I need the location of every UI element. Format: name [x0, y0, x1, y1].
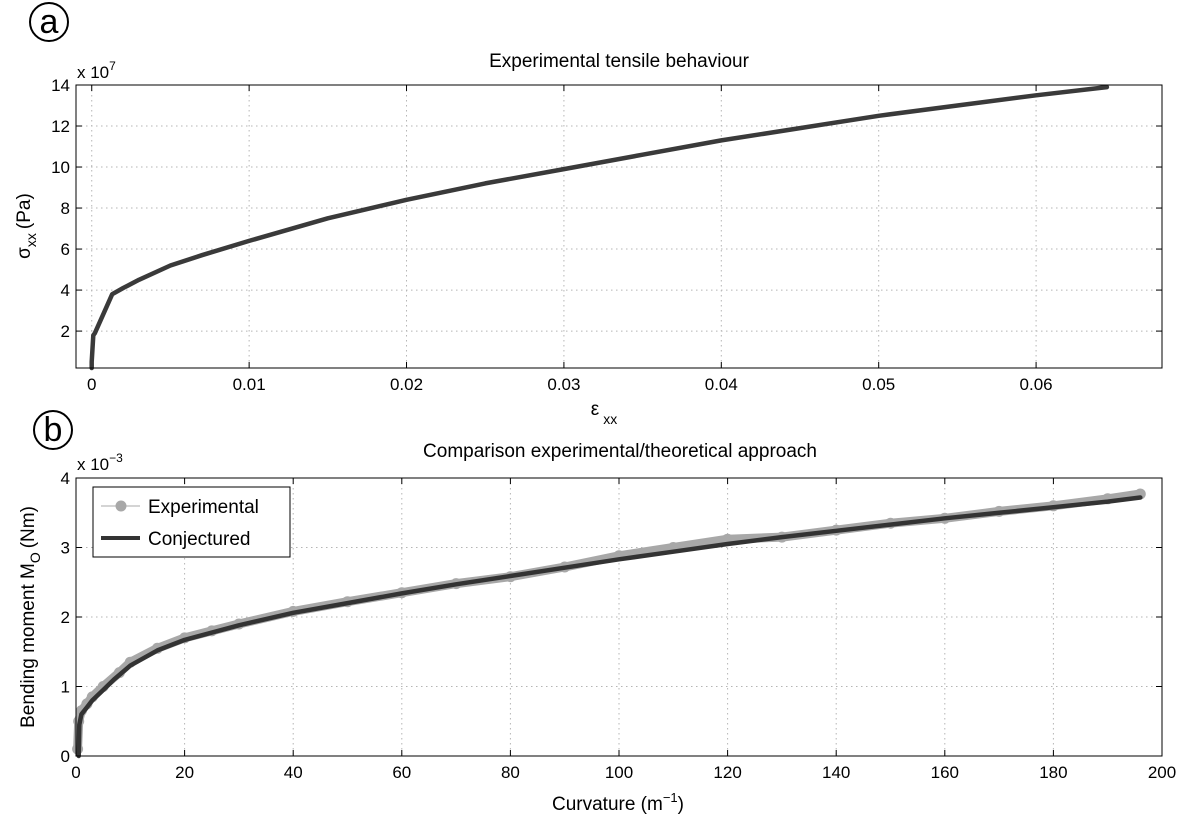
- chart-b-xtick-label: 140: [822, 763, 850, 782]
- chart-b-y-multiplier: x 10−3: [77, 451, 123, 474]
- panel-b-letter: b: [44, 411, 63, 449]
- panel-a-letter: a: [40, 3, 59, 41]
- chart-a-ytick-label: 12: [51, 117, 70, 136]
- chart-a-frame: [75, 84, 1163, 369]
- chart-b-xtick-label: 160: [931, 763, 959, 782]
- legend-experimental-marker: [115, 500, 127, 512]
- chart-b-ticks: 0 20 40 60 80 100 120 140 160 180 200 0 1 2 3 4: [61, 469, 1177, 782]
- chart-a-ytick-label: 6: [61, 240, 70, 259]
- chart-a-ytick-label: 2: [61, 322, 70, 341]
- chart-b-xtick-label: 200: [1148, 763, 1176, 782]
- chart-a-y-multiplier: x 107: [77, 59, 116, 82]
- chart-b-ytick-label: 0: [61, 747, 70, 766]
- panel-a: a Experimental tensile behaviour 0 0.01 0.…: [14, 2, 1163, 427]
- panel-b-circle: [33, 410, 73, 450]
- legend-experimental-label: Experimental: [148, 497, 259, 518]
- chart-a-xtick-label: 0.03: [547, 375, 580, 394]
- chart-a-xtick-label: 0.01: [233, 375, 266, 394]
- chart-a-series: [89, 84, 1110, 371]
- chart-a-xtick-label: 0.05: [862, 375, 895, 394]
- chart-a-ytick-label: 8: [61, 199, 70, 218]
- chart-a-ticks: 0 0.01 0.02 0.03 0.04 0.05 0.06 2 4 6 8 10 12 14: [51, 76, 1162, 394]
- chart-b-title: Comparison experimental/theoretical appr…: [423, 441, 817, 462]
- panel-b: b Comparison experimental/theoretical ap…: [18, 410, 1177, 815]
- chart-a-series-line-0: [89, 84, 1110, 371]
- chart-b-ytick-label: 4: [61, 469, 70, 488]
- chart-b-ytick-label: 2: [61, 608, 70, 627]
- panel-a-badge: a: [29, 2, 69, 42]
- chart-b-series-line-1: [76, 495, 1143, 759]
- chart-b-xtick-label: 0: [71, 763, 80, 782]
- chart-a-xtick-label: 0.04: [705, 375, 738, 394]
- chart-b-xtick-label: 120: [713, 763, 741, 782]
- chart-a-xtick-label: 0.02: [390, 375, 423, 394]
- chart-b-xtick-label: 40: [284, 763, 303, 782]
- legend-box: [92, 486, 291, 558]
- chart-a-ytick-label: 10: [51, 158, 70, 177]
- chart-b-legend: Experimental Conjectured: [92, 486, 291, 558]
- panel-a-circle: [29, 2, 69, 42]
- chart-b-ylabel: Bending moment MO(Nm): [18, 506, 43, 728]
- chart-b-series: [72, 488, 1146, 759]
- chart-b-xlabel: Curvature (m−1): [552, 790, 684, 815]
- chart-b-xtick-label: 180: [1039, 763, 1067, 782]
- chart-a-grid: [76, 85, 1162, 368]
- chart-b-frame: [75, 477, 1163, 757]
- panel-b-badge: b: [33, 410, 73, 450]
- chart-a-title: Experimental tensile behaviour: [489, 51, 749, 72]
- chart-b-xtick-label: 80: [501, 763, 520, 782]
- chart-a-xtick-label: 0: [87, 375, 96, 394]
- chart-a-xlabel: ε xx: [591, 399, 617, 427]
- chart-b-xtick-label: 60: [392, 763, 411, 782]
- legend-conjectured-label: Conjectured: [148, 529, 250, 550]
- chart-a-ylabel: σxx(Pa): [14, 193, 39, 259]
- chart-b-ytick-label: 3: [61, 539, 70, 558]
- chart-b-xtick-label: 100: [605, 763, 633, 782]
- chart-a-ytick-label: 14: [51, 76, 70, 95]
- chart-a-xtick-label: 0.06: [1020, 375, 1053, 394]
- chart-a-ytick-label: 4: [61, 281, 70, 300]
- chart-b-xtick-label: 20: [175, 763, 194, 782]
- chart-b-ytick-label: 1: [61, 678, 70, 697]
